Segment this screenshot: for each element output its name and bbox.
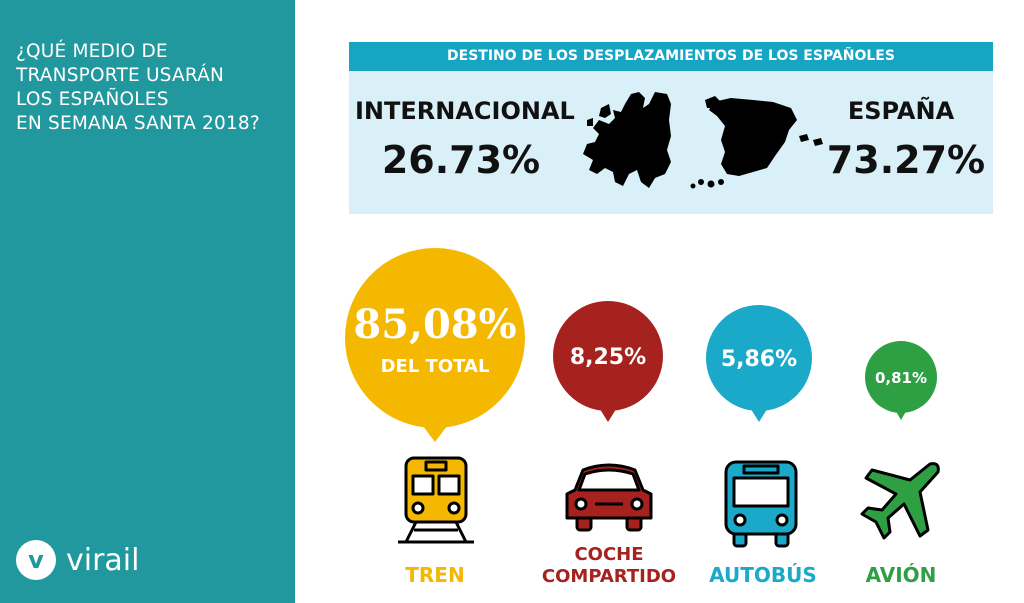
- tren-bubble: 85,08% DEL TOTAL: [345, 248, 525, 442]
- virail-logo-icon: v: [16, 540, 56, 580]
- coche-value: 8,25%: [570, 345, 646, 370]
- title-line: EN SEMANA SANTA 2018?: [16, 113, 260, 134]
- coche-label-line1: COCHE: [574, 544, 644, 565]
- car-icon: [565, 463, 653, 532]
- brand-name: virail: [66, 542, 140, 578]
- tren-sublabel: DEL TOTAL: [381, 356, 490, 377]
- spain-value: 73.27%: [826, 138, 986, 182]
- autobus-label: AUTOBÚS: [693, 563, 833, 587]
- international-label: INTERNACIONAL: [355, 97, 575, 125]
- spain-map-icon: [690, 96, 823, 189]
- spain-label: ESPAÑA: [847, 97, 955, 125]
- title-line: ¿QUÉ MEDIO DE: [16, 41, 168, 62]
- international-value: 26.73%: [381, 138, 541, 182]
- europe-map-icon: [583, 92, 671, 188]
- title-line: LOS ESPAÑOLES: [16, 89, 169, 110]
- title-line: TRANSPORTE USARÁN: [16, 65, 225, 86]
- autobus-bubble: 5,86%: [706, 305, 812, 422]
- coche-bubble: 8,25%: [553, 301, 663, 422]
- avion-value: 0,81%: [875, 369, 927, 387]
- tren-label-text: TREN: [405, 563, 465, 587]
- autobus-label-text: AUTOBÚS: [709, 563, 817, 587]
- brand-logo[interactable]: v virail: [16, 540, 139, 580]
- avion-bubble: 0,81%: [865, 341, 937, 420]
- destination-panel: DESTINO DE LOS DESPLAZAMIENTOS DE LOS ES…: [349, 42, 993, 214]
- tren-value: 85,08%: [353, 301, 516, 348]
- coche-label-line2: COMPARTIDO: [541, 566, 677, 587]
- destination-heading: DESTINO DE LOS DESPLAZAMIENTOS DE LOS ES…: [349, 42, 993, 71]
- train-icon: [398, 456, 474, 544]
- bus-icon: [724, 460, 798, 548]
- avion-label: AVIÓN: [846, 563, 956, 587]
- sidebar: ¿QUÉ MEDIO DE TRANSPORTE USARÁN LOS ESPA…: [0, 0, 295, 603]
- autobus-value: 5,86%: [721, 347, 797, 372]
- coche-label: COCHE COMPARTIDO: [525, 544, 693, 588]
- sidebar-title: ¿QUÉ MEDIO DE TRANSPORTE USARÁN LOS ESPA…: [16, 40, 286, 136]
- avion-label-text: AVIÓN: [865, 563, 937, 587]
- plane-icon: [860, 462, 940, 540]
- tren-label: TREN: [385, 563, 485, 587]
